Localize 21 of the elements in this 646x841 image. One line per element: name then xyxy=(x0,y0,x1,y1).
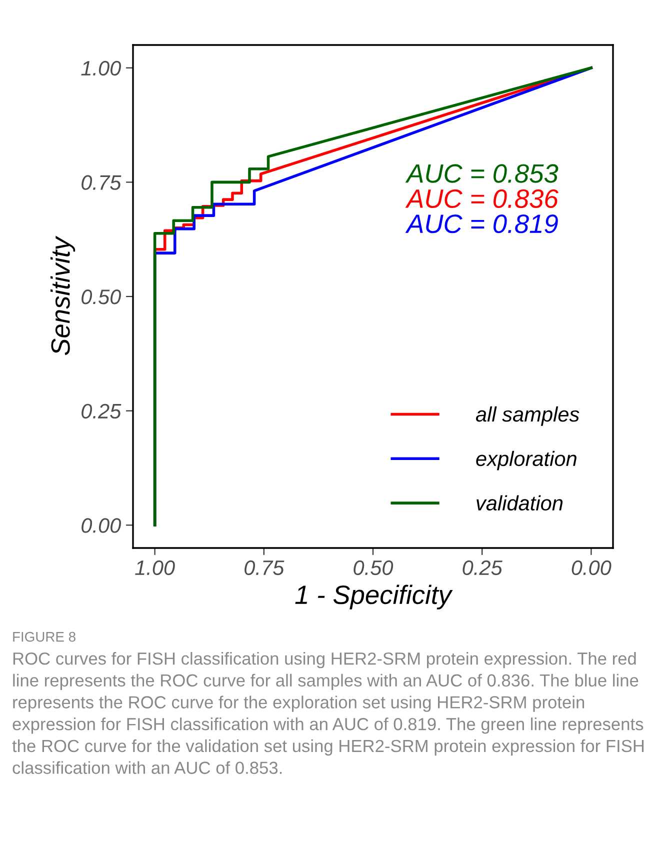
legend-label: validation xyxy=(476,495,563,511)
x-tick-label: 0.50 xyxy=(354,560,394,576)
annotation: AUC = 0.836 xyxy=(405,189,558,208)
x-tick-label: 0.00 xyxy=(572,560,612,576)
caption: FIGURE 8 xyxy=(13,632,76,642)
text: ROC curves for FISH classification using HER2-SRM protein expression. The red line represents the ROC curve for all samples with an AUC of 0.836. The blue line represents the ROC curve for the exploration set using HER2-SRM protein expression for FISH classification with an AUC of 0.819. The green line represents the ROC curve for the validation set using HER2-SRM protein expression for FISH classification with an AUC of 0.853. xyxy=(12,652,644,774)
line-series xyxy=(153,66,593,527)
y-tick-label: 0.25 xyxy=(82,404,122,419)
x-tick-label: 0.75 xyxy=(244,560,284,576)
x-tick-label: 1.00 xyxy=(135,560,175,576)
y-axis-title: Sensitivity xyxy=(50,236,76,356)
legend-label: all samples xyxy=(476,406,580,426)
annotation: AUC = 0.853 xyxy=(405,164,558,183)
annotation: AUC = 0.819 xyxy=(405,214,558,234)
y-tick-label: 0.75 xyxy=(82,175,122,190)
legend-label: exploration xyxy=(476,450,576,470)
y-tick-label: 1.00 xyxy=(81,60,122,76)
y-tick-label: 0.50 xyxy=(82,290,122,304)
y-tick-label: 0.00 xyxy=(82,518,122,533)
x-tick-label: 0.25 xyxy=(462,560,502,576)
x-axis-title: 1 - Specificity xyxy=(295,584,453,610)
